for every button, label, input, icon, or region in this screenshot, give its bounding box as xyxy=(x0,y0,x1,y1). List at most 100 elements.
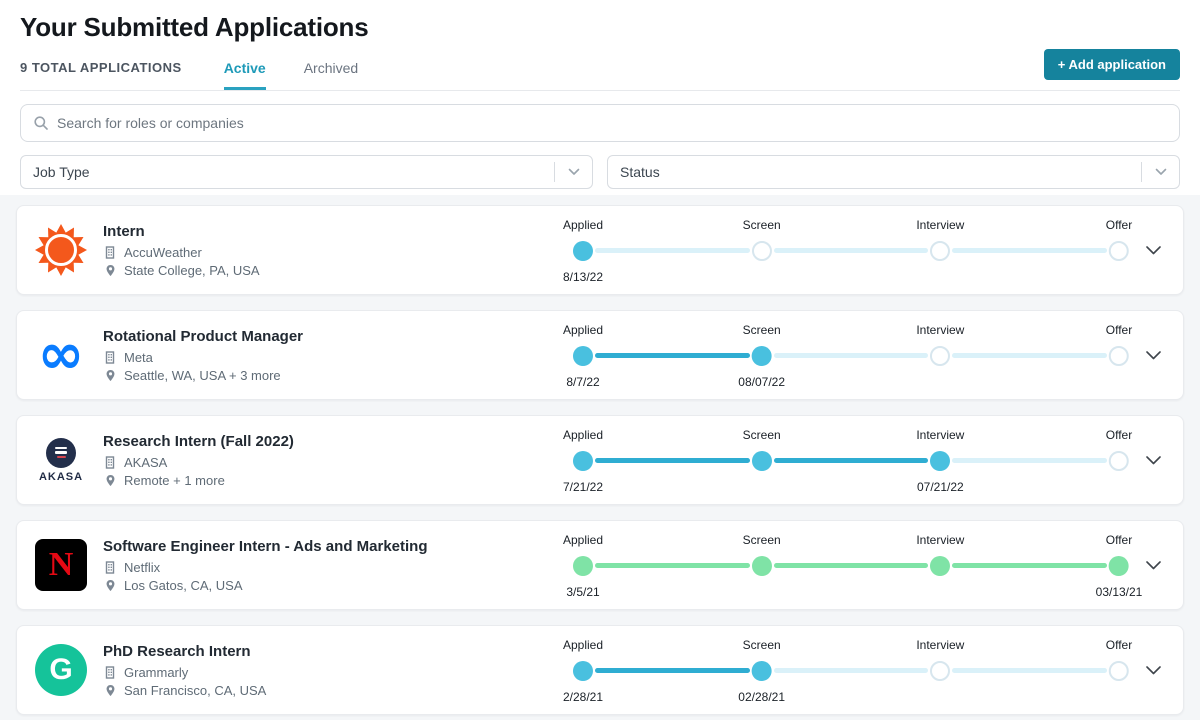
company-name: AccuWeather xyxy=(124,245,202,260)
step-date: 07/21/22 xyxy=(916,480,964,494)
filter-divider xyxy=(1141,162,1142,182)
add-application-button[interactable]: + Add application xyxy=(1044,49,1180,80)
building-icon xyxy=(103,561,117,574)
step-date: 7/21/22 xyxy=(563,480,603,494)
step-dot xyxy=(752,661,772,681)
step-dot xyxy=(1109,556,1129,576)
application-card-accuweather[interactable]: Intern AccuWeather State College, PA, US… xyxy=(16,205,1184,295)
step-label: Screen xyxy=(743,216,781,234)
step-label: Offer xyxy=(1106,636,1132,654)
step-dot xyxy=(573,346,593,366)
application-card-akasa[interactable]: AKASA Research Intern (Fall 2022) AKASA … xyxy=(16,415,1184,505)
job-title: Research Intern (Fall 2022) xyxy=(103,433,559,450)
application-card-grammarly[interactable]: G PhD Research Intern Grammarly San Fran… xyxy=(16,625,1184,715)
step-dot xyxy=(752,451,772,471)
applications-list: Intern AccuWeather State College, PA, US… xyxy=(0,195,1200,720)
map-pin-icon xyxy=(103,264,117,277)
chevron-down-icon[interactable] xyxy=(1133,351,1173,360)
tab-active[interactable]: Active xyxy=(224,45,266,90)
progress-stepper: Applied7/21/22 Screen Interview07/21/22 … xyxy=(569,426,1133,494)
company-name: Netflix xyxy=(124,560,160,575)
step-label: Applied xyxy=(563,321,603,339)
chevron-down-icon[interactable] xyxy=(1133,666,1173,675)
stepper-connector xyxy=(774,353,929,358)
stepper-connector xyxy=(774,668,929,673)
step-dot xyxy=(573,556,593,576)
step-label: Screen xyxy=(738,636,785,654)
step-dot xyxy=(930,451,950,471)
step-dot xyxy=(930,346,950,366)
building-icon xyxy=(103,246,117,259)
chevron-down-icon[interactable] xyxy=(564,164,584,180)
step-dot xyxy=(930,556,950,576)
job-info: Intern AccuWeather State College, PA, US… xyxy=(103,223,569,278)
step-date: 02/28/21 xyxy=(738,690,785,704)
location: Los Gatos, CA, USA xyxy=(124,578,243,593)
job-info: Research Intern (Fall 2022) AKASA Remote… xyxy=(103,433,569,488)
job-info: Software Engineer Intern - Ads and Marke… xyxy=(103,538,569,593)
step-dot xyxy=(930,661,950,681)
step-dot xyxy=(1109,451,1129,471)
step-label: Offer xyxy=(1106,321,1132,339)
building-icon xyxy=(103,666,117,679)
status-filter-label: Status xyxy=(620,164,1141,180)
stepper-connector xyxy=(595,248,750,253)
accuweather-sun-logo xyxy=(33,222,89,278)
step-date: 08/07/22 xyxy=(738,375,785,389)
step-date xyxy=(1106,375,1132,389)
chevron-down-icon[interactable] xyxy=(1151,164,1171,180)
search-box[interactable] xyxy=(20,104,1180,142)
step-dot xyxy=(752,556,772,576)
company-name: Grammarly xyxy=(124,665,188,680)
map-pin-icon xyxy=(103,684,117,697)
step-label: Screen xyxy=(743,531,781,549)
application-card-netflix[interactable]: N Software Engineer Intern - Ads and Mar… xyxy=(16,520,1184,610)
building-icon xyxy=(103,456,117,469)
step-dot xyxy=(752,346,772,366)
tab-archived-label: Archived xyxy=(304,60,358,76)
company-name: Meta xyxy=(124,350,153,365)
progress-stepper: Applied2/28/21 Screen02/28/21 Interview … xyxy=(569,636,1133,704)
status-filter[interactable]: Status xyxy=(607,155,1180,189)
header-toolbar: 9 TOTAL APPLICATIONS Active Archived + A… xyxy=(20,45,1180,91)
stepper-connector xyxy=(774,248,929,253)
chevron-down-icon[interactable] xyxy=(1133,246,1173,255)
step-date xyxy=(743,585,781,599)
stepper-connector xyxy=(952,563,1107,568)
step-date xyxy=(916,585,964,599)
stepper-connector xyxy=(595,353,750,358)
step-dot xyxy=(1109,661,1129,681)
filter-row: Job Type Status xyxy=(0,142,1200,195)
job-type-filter-label: Job Type xyxy=(33,164,554,180)
step-label: Interview xyxy=(916,321,964,339)
map-pin-icon xyxy=(103,579,117,592)
tab-archived[interactable]: Archived xyxy=(304,45,358,90)
stepper-connector xyxy=(952,353,1107,358)
step-date: 8/13/22 xyxy=(563,270,603,284)
step-date xyxy=(1106,480,1132,494)
location: Seattle, WA, USA + 3 more xyxy=(124,368,281,383)
job-title: Software Engineer Intern - Ads and Marke… xyxy=(103,538,559,555)
job-type-filter[interactable]: Job Type xyxy=(20,155,593,189)
step-label: Offer xyxy=(1106,216,1132,234)
job-title: PhD Research Intern xyxy=(103,643,559,660)
step-date xyxy=(743,270,781,284)
step-date: 03/13/21 xyxy=(1096,585,1143,599)
step-date: 2/28/21 xyxy=(563,690,603,704)
step-label: Interview xyxy=(916,636,964,654)
location: State College, PA, USA xyxy=(124,263,260,278)
step-label: Screen xyxy=(738,321,785,339)
application-card-meta[interactable]: ∞ Rotational Product Manager Meta Seattl… xyxy=(16,310,1184,400)
step-dot xyxy=(930,241,950,261)
netflix-logo: N xyxy=(33,537,89,593)
search-input[interactable] xyxy=(57,115,1167,131)
map-pin-icon xyxy=(103,474,117,487)
chevron-down-icon[interactable] xyxy=(1133,456,1173,465)
location: San Francisco, CA, USA xyxy=(124,683,266,698)
step-date: 3/5/21 xyxy=(563,585,603,599)
step-dot xyxy=(573,241,593,261)
step-label: Applied xyxy=(563,636,603,654)
step-date xyxy=(743,480,781,494)
step-date xyxy=(1106,270,1132,284)
page-header: Your Submitted Applications 9 TOTAL APPL… xyxy=(0,0,1200,91)
